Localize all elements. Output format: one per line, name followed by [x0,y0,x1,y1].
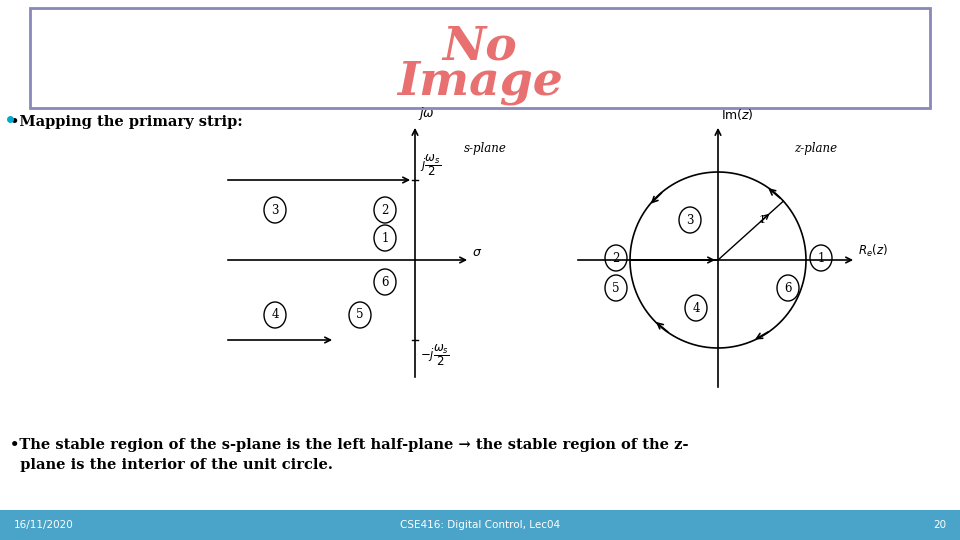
Text: •Mapping the primary strip:: •Mapping the primary strip: [10,115,243,129]
Text: 6: 6 [784,281,792,294]
Text: $j\omega$: $j\omega$ [418,105,435,122]
Text: 1: 1 [817,252,825,265]
Text: plane is the interior of the unit circle.: plane is the interior of the unit circle… [10,458,333,472]
Text: CSE416: Digital Control, Lec04: CSE416: Digital Control, Lec04 [400,520,560,530]
Text: 20: 20 [933,520,946,530]
FancyBboxPatch shape [30,8,930,108]
Text: z-plane: z-plane [795,142,837,155]
Bar [0,510,960,540]
Text: $-j\dfrac{\omega_s}{2}$: $-j\dfrac{\omega_s}{2}$ [420,342,449,368]
Text: 5: 5 [612,281,620,294]
Text: $\sigma$: $\sigma$ [472,246,482,259]
Text: 6: 6 [381,275,389,288]
Text: 1: 1 [381,232,389,245]
Text: 4: 4 [692,301,700,314]
Text: 2: 2 [381,204,389,217]
Text: No: No [443,23,517,69]
Text: Image: Image [397,59,563,105]
Text: 4: 4 [272,308,278,321]
Text: 16/11/2020: 16/11/2020 [14,520,74,530]
Text: 1: 1 [759,214,766,225]
Text: s-plane: s-plane [464,142,507,155]
Text: $R_e(z)$: $R_e(z)$ [858,243,888,259]
Text: 3: 3 [686,213,694,226]
Text: 2: 2 [612,252,620,265]
Text: 3: 3 [272,204,278,217]
Text: $j\dfrac{\omega_s}{2}$: $j\dfrac{\omega_s}{2}$ [420,152,441,178]
Text: 5: 5 [356,308,364,321]
Text: •The stable region of the s-plane is the left half-plane → the stable region of : •The stable region of the s-plane is the… [10,438,688,452]
Text: $\mathrm{Im}(z)$: $\mathrm{Im}(z)$ [721,107,754,122]
